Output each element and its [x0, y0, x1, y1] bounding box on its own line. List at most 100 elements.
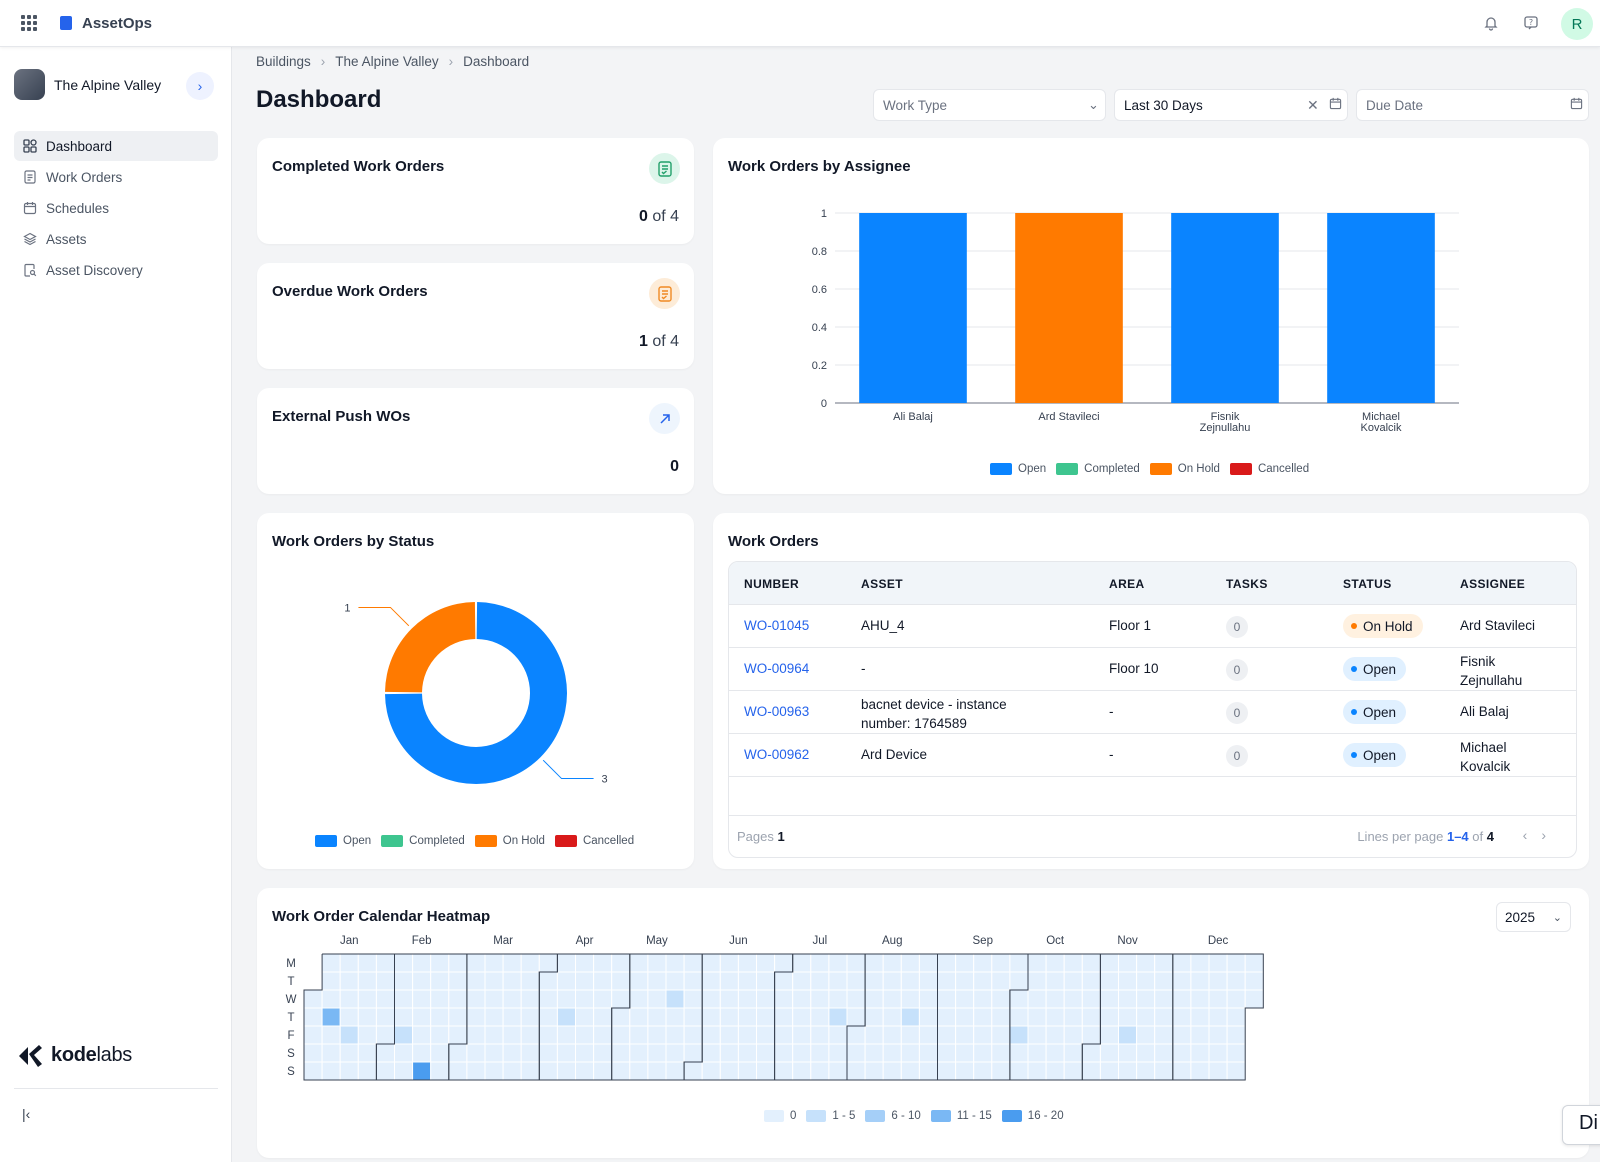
legend-label[interactable]: Open	[343, 835, 372, 847]
heatmap-day-cell	[774, 1007, 794, 1027]
heatmap-day-cell	[466, 1061, 486, 1081]
legend-swatch[interactable]	[381, 835, 404, 847]
sidebar-item-dashboard[interactable]: Dashboard	[14, 131, 218, 161]
heatmap-day-cell	[737, 971, 757, 991]
col-area[interactable]: AREA	[1109, 577, 1145, 591]
heatmap-day-cell	[1099, 971, 1120, 991]
heatmap-day-cell	[339, 1043, 359, 1063]
col-assignee[interactable]: ASSIGNEE	[1460, 577, 1526, 591]
legend-label[interactable]: Completed	[409, 835, 465, 847]
heatmap-day-cell	[1226, 989, 1246, 1009]
heatmap-day-cell	[864, 989, 884, 1009]
heatmap-day-cell	[864, 1025, 884, 1045]
col-status[interactable]: STATUS	[1343, 577, 1392, 591]
overdue-checklist-icon	[649, 278, 680, 309]
year-select[interactable]: 2025 ⌄	[1496, 902, 1571, 932]
sidebar-item-assets[interactable]: Assets	[14, 224, 218, 254]
due-date-field[interactable]: Due Date	[1356, 89, 1589, 121]
kpi-value: 0	[670, 458, 679, 476]
table-row[interactable]: WO-00962 Ard Device - 0 Open Michael Kovalcik	[729, 734, 1576, 777]
heatmap-day-cell	[737, 1025, 757, 1045]
work-type-select[interactable]: Work Type ⌄	[873, 89, 1106, 121]
heatmap-day-cell	[774, 1043, 794, 1063]
legend-swatch[interactable]	[990, 463, 1012, 475]
asset-cell: bacnet device - instance number: 1764589	[861, 697, 1007, 731]
breadcrumb-buildings[interactable]: Buildings	[256, 54, 311, 69]
table-row[interactable]: WO-01045 AHU_4 Floor 1 0 On Hold Ard Stavilec…	[729, 605, 1576, 648]
heatmap-day-cell	[1099, 1025, 1120, 1045]
col-asset[interactable]: ASSET	[861, 577, 904, 591]
floating-button[interactable]: Di	[1562, 1105, 1600, 1145]
legend-label[interactable]: Cancelled	[582, 835, 635, 847]
y-tick-label: 0.4	[812, 322, 827, 334]
x-tick-label: Kovalcik	[1361, 422, 1402, 434]
chevron-right-icon[interactable]: ›	[1541, 827, 1560, 843]
calendar-icon[interactable]	[1570, 97, 1583, 113]
table-row[interactable]: WO-00964 - Floor 10 0 Open Fisnik Zejnullahu	[729, 648, 1576, 691]
breadcrumb-site[interactable]: The Alpine Valley	[335, 54, 439, 69]
bell-icon[interactable]	[1482, 14, 1500, 32]
sidebar-item-schedules[interactable]: Schedules	[14, 193, 218, 223]
heatmap-day-cell	[575, 1025, 595, 1045]
work-order-number-link[interactable]: WO-00963	[744, 704, 810, 719]
legend-swatch[interactable]	[1149, 463, 1172, 475]
legend-swatch[interactable]	[865, 1110, 886, 1122]
y-tick-label: 0.6	[812, 284, 827, 296]
heatmap-day-cell	[466, 1025, 486, 1045]
data-label-line	[358, 606, 410, 627]
work-order-number-link[interactable]: WO-00964	[744, 661, 810, 676]
heatmap-day-cell	[737, 1043, 757, 1063]
heatmap-day-cell	[810, 989, 830, 1009]
apps-grid-icon[interactable]	[21, 15, 37, 31]
legend-swatch[interactable]	[930, 1110, 951, 1122]
legend-swatch[interactable]	[764, 1110, 784, 1122]
table-row[interactable]: WO-00963 bacnet device - instance number: …	[729, 691, 1576, 734]
heatmap-day-cell	[918, 953, 939, 973]
heatmap-day-cell	[665, 1025, 685, 1045]
heatmap-day-cell	[1081, 989, 1101, 1009]
col-tasks[interactable]: TASKS	[1226, 577, 1268, 591]
heatmap-day-cell	[556, 953, 576, 973]
legend-label[interactable]: On Hold	[502, 835, 545, 847]
heatmap-day-cell	[918, 989, 939, 1009]
legend-label[interactable]: Cancelled	[1257, 463, 1310, 475]
donut-slice	[385, 602, 567, 784]
heatmap-day-cell	[882, 1025, 902, 1045]
heatmap-day-cell	[1226, 953, 1246, 973]
col-number[interactable]: NUMBER	[744, 577, 800, 591]
legend-swatch[interactable]	[1056, 463, 1079, 475]
heatmap-day-cell	[593, 1061, 613, 1081]
calendar-icon[interactable]	[1329, 97, 1342, 113]
chevron-left-icon[interactable]: ‹	[1522, 827, 1542, 843]
clear-icon[interactable]: ✕	[1307, 97, 1319, 113]
brand-part1: kode	[51, 1043, 97, 1066]
user-avatar[interactable]: R	[1561, 8, 1593, 40]
heatmap-day-cell	[737, 953, 757, 973]
legend-label[interactable]: Completed	[1084, 463, 1140, 475]
date-range-field[interactable]: Last 30 Days ✕	[1114, 89, 1348, 121]
legend-label[interactable]: On Hold	[1177, 463, 1220, 475]
legend-swatch[interactable]	[1001, 1110, 1022, 1122]
legend-swatch[interactable]	[554, 835, 577, 847]
legend-swatch[interactable]	[474, 835, 497, 847]
month-outline	[1172, 953, 1264, 1081]
collapse-sidebar-icon[interactable]: |‹	[22, 1106, 31, 1122]
heatmap-day-cell	[900, 971, 920, 991]
legend-swatch[interactable]	[806, 1110, 827, 1122]
legend-swatch[interactable]	[315, 835, 337, 847]
lpp-range[interactable]: 1–4	[1446, 829, 1469, 844]
heatmap-day-cell	[1172, 1061, 1192, 1081]
work-order-number-link[interactable]: WO-01045	[744, 618, 810, 633]
sidebar-item-work-orders[interactable]: Work Orders	[14, 162, 218, 192]
heatmap-day-cell	[1099, 1061, 1120, 1081]
work-order-number-link[interactable]: WO-00962	[744, 747, 810, 762]
chevron-down-icon: ⌄	[1088, 97, 1099, 112]
heatmap-day-cell	[1172, 1007, 1192, 1027]
heatmap-day-cell	[828, 971, 848, 991]
heatmap-day-cell	[321, 1043, 341, 1063]
chevron-right-icon[interactable]: ›	[186, 72, 214, 100]
help-icon[interactable]: ?	[1522, 14, 1540, 32]
legend-swatch[interactable]	[1229, 463, 1252, 475]
sidebar-item-asset-discovery[interactable]: Asset Discovery	[14, 255, 218, 285]
legend-label[interactable]: Open	[1018, 463, 1047, 475]
